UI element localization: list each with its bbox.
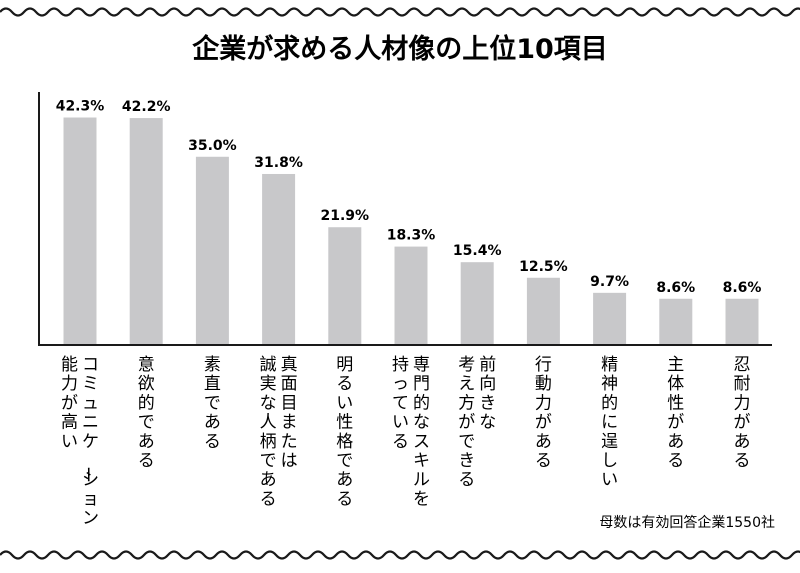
value-label-2: 42.2% — [122, 99, 171, 115]
bar-8 — [526, 277, 560, 345]
value-label-11: 8.6% — [723, 280, 762, 296]
bar-2 — [129, 118, 163, 346]
bar-11 — [725, 298, 759, 345]
bar-4 — [262, 173, 296, 345]
category-label-3-line-1: 素直である — [204, 355, 221, 452]
category-label-11: 忍耐力がある — [734, 355, 751, 471]
category-label-10-line-1: 主体性がある — [667, 355, 684, 471]
category-label-6-line-2: 持っている — [392, 355, 409, 452]
category-label-2-line-1: 意欲的である — [138, 355, 155, 471]
bar-1 — [63, 117, 97, 346]
value-label-4: 31.8% — [254, 155, 303, 171]
value-label-1: 42.3% — [56, 99, 105, 115]
value-label-6: 18.3% — [387, 228, 436, 244]
category-label-8-line-1: 行動力がある — [535, 355, 552, 471]
value-label-9: 9.7% — [590, 274, 629, 290]
category-label-4-line-2: 誠実な人柄である — [260, 355, 277, 509]
value-label-10: 8.6% — [656, 280, 695, 296]
top-wavy-border — [0, 7, 800, 17]
bar-7 — [460, 262, 494, 345]
category-label-5: 明るい性格である — [336, 355, 353, 509]
category-label-2: 意欲的である — [138, 355, 155, 471]
category-label-4-line-1: 真面目または — [281, 355, 298, 471]
value-label-5: 21.9% — [321, 208, 370, 224]
value-label-8: 12.5% — [519, 259, 568, 275]
category-label-1-line-1: コミュニケーション — [77, 355, 99, 529]
value-label-3: 35.0% — [188, 138, 237, 154]
bar-10 — [659, 298, 693, 345]
bottom-wavy-border — [0, 550, 800, 560]
category-label-9: 精神的に逞しい — [601, 355, 618, 490]
category-label-7-line-2: 考え方ができる — [458, 355, 475, 490]
category-label-6-line-1: 専門的なスキルを — [413, 355, 430, 509]
category-label-7-line-1: 前向きな — [479, 355, 496, 433]
bar-3 — [195, 156, 229, 345]
sample-size-note: 母数は有効回答企業1550社 — [599, 514, 775, 531]
chart-title: 企業が求める人材像の上位10項目 — [192, 33, 608, 65]
category-label-11-line-1: 忍耐力がある — [734, 355, 751, 471]
category-label-3: 素直である — [204, 355, 221, 452]
bar-5 — [328, 227, 362, 345]
bar-6 — [394, 246, 428, 345]
category-label-5-line-1: 明るい性格である — [336, 355, 353, 509]
category-label-8: 行動力がある — [535, 355, 552, 471]
bar-9 — [593, 292, 627, 345]
category-label-10: 主体性がある — [667, 355, 684, 471]
category-label-9-line-1: 精神的に逞しい — [601, 355, 618, 490]
value-label-7: 15.4% — [453, 243, 502, 259]
category-label-1-line-2: 能力が高い — [61, 355, 78, 452]
